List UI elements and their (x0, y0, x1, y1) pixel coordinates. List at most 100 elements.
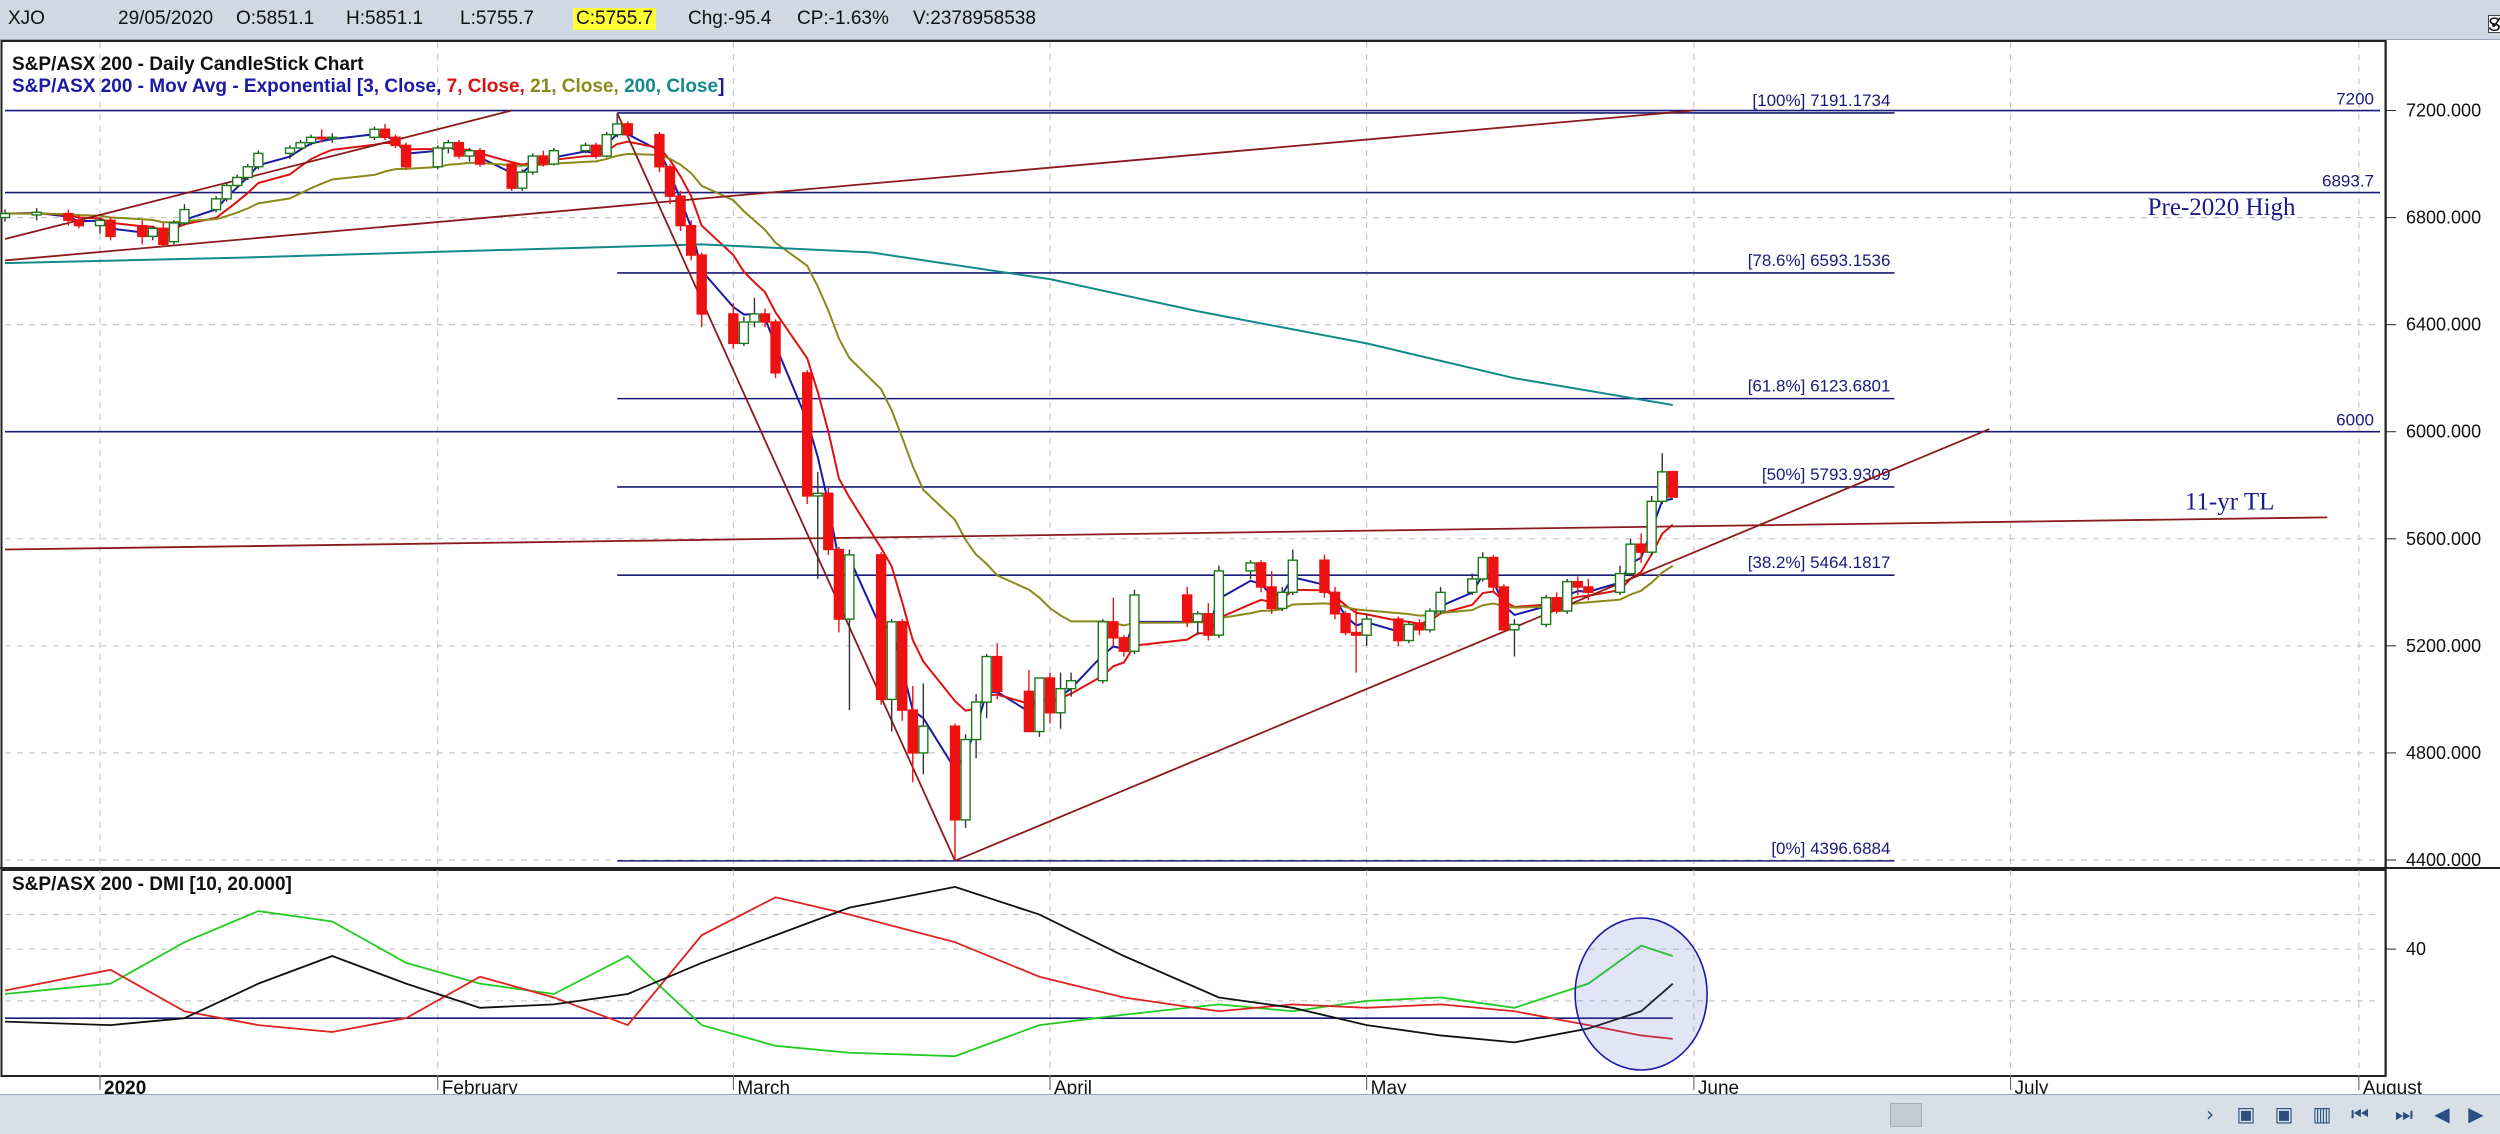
candle-body (1034, 677, 1045, 733)
candle-body (147, 227, 158, 238)
candle-body (1614, 572, 1626, 594)
price-panel-frame (0, 40, 2387, 869)
y-tick-label: 7200.000 (2406, 101, 2481, 121)
candle-body (316, 136, 327, 140)
candle-body (0, 212, 11, 219)
volume-label: V:2378958538 (913, 8, 1036, 29)
fib-level-label: [38.2%] 5464.1817 (1748, 553, 1891, 572)
candle-body (685, 224, 697, 256)
scroll-thumb[interactable] (1890, 1103, 1922, 1127)
open-label: O:5851.1 (236, 8, 315, 29)
candle-body (548, 149, 560, 165)
candle-body (31, 211, 42, 216)
y-tick-label: 6000.000 (2406, 422, 2481, 442)
candle-body (242, 166, 253, 179)
candle-body (1329, 591, 1341, 615)
trendline-eleven-yr (4, 516, 2328, 551)
candle-body (1023, 690, 1035, 733)
y-tick-label: 4800.000 (2406, 743, 2481, 763)
next-icon[interactable]: ▶ (2468, 1102, 2484, 1126)
horizontal-line-label: 7200 (2336, 90, 2374, 109)
x-tick-label: June (1698, 1078, 1739, 1099)
candle-body (517, 171, 528, 189)
checkbox-icon[interactable]: ✓ (2488, 14, 2500, 33)
candle-body (1097, 621, 1108, 682)
x-tick-label: August (2363, 1078, 2423, 1099)
candle-body (1667, 470, 1678, 498)
candle-body (886, 621, 897, 701)
last-page-icon[interactable]: ⏭ (2395, 1102, 2413, 1126)
first-page-icon[interactable]: ⏮ (2351, 1102, 2369, 1126)
candle-body (823, 492, 834, 551)
ma-legend: S&P/ASX 200 - Mov Avg - Exponential [3, … (12, 76, 724, 97)
candle-body (1562, 580, 1573, 612)
candle-body (1435, 591, 1446, 612)
candle-body (1118, 637, 1130, 652)
candle-body (738, 321, 750, 345)
candle-body (94, 219, 106, 227)
candle-body (1393, 618, 1404, 642)
candle-body (1625, 543, 1636, 575)
candle-body (453, 141, 465, 157)
candle-body (1213, 570, 1225, 636)
candle-body (1403, 623, 1415, 642)
fib-level-label: [61.8%] 6123.6801 (1748, 377, 1891, 396)
candle-body (1646, 500, 1657, 553)
ema-3-line (4, 133, 1673, 771)
x-tick-label: July (2015, 1078, 2049, 1099)
x-tick-label: February (442, 1078, 519, 1099)
candle-body (137, 224, 148, 238)
candle-body (970, 701, 982, 741)
price-chart-title: S&P/ASX 200 - Daily CandleStick Chart (12, 54, 364, 75)
candle-body (749, 313, 760, 323)
horizontal-line-label: 6893.7 (2322, 172, 2374, 191)
candle-body (1319, 559, 1330, 594)
candle-body (1572, 580, 1583, 588)
candle-body (1255, 562, 1267, 588)
highlight-ellipse (1574, 917, 1708, 1071)
candle-body (812, 492, 823, 497)
candle-body (369, 128, 380, 139)
x-tick-label: April (1054, 1078, 1092, 1099)
scroll-bar[interactable]: › ▣ ▣ ▥ ⏮ ⏭ ◀ ▶ (0, 1094, 2500, 1134)
candle-body (327, 136, 338, 140)
candle-body (981, 655, 992, 703)
candle-body (844, 554, 855, 620)
trash-icon[interactable]: ▥ (2312, 1102, 2332, 1126)
zoom-out-icon[interactable]: ▣ (2236, 1102, 2256, 1126)
prev-icon[interactable]: ◀ (2434, 1102, 2450, 1126)
dmi-minus-line (4, 896, 1673, 1040)
candle-body (390, 136, 401, 147)
trendline-long-tl-1 (4, 109, 1694, 262)
candle-body (305, 136, 317, 144)
zoom-in-icon[interactable]: ▣ (2274, 1102, 2294, 1126)
x-tick-label: May (1371, 1078, 1407, 1099)
fib-level-label: [0%] 4396.6884 (1771, 839, 1890, 858)
candle-body (1509, 623, 1520, 631)
candle-body (1477, 556, 1488, 580)
candle-body (1277, 591, 1288, 610)
scroll-right-icon[interactable]: › (2206, 1102, 2214, 1126)
adx-line (4, 885, 1674, 1044)
candle-body (1551, 596, 1562, 612)
candle-body (992, 655, 1003, 693)
x-tick-label: March (737, 1078, 790, 1099)
candle-body (833, 548, 845, 620)
horizontal-line-label: 6000 (2336, 411, 2374, 430)
ma-legend-prefix: S&P/ASX 200 - Mov Avg - Exponential (12, 76, 357, 97)
candle-body (379, 128, 391, 139)
candle-body (1583, 586, 1594, 594)
candle-body (168, 222, 180, 243)
candle-body (770, 321, 781, 374)
candle-body (1203, 613, 1214, 636)
ma-legend-entry: 200, Close (624, 76, 718, 97)
candle-body (1424, 610, 1436, 631)
dmi-panel-frame (0, 869, 2387, 1077)
candle-body (664, 166, 676, 197)
candle-body (1361, 618, 1372, 636)
candle-body (443, 141, 454, 149)
change-pct-label: CP:-1.63% (797, 8, 889, 29)
date-label: 29/05/2020 (118, 8, 214, 29)
